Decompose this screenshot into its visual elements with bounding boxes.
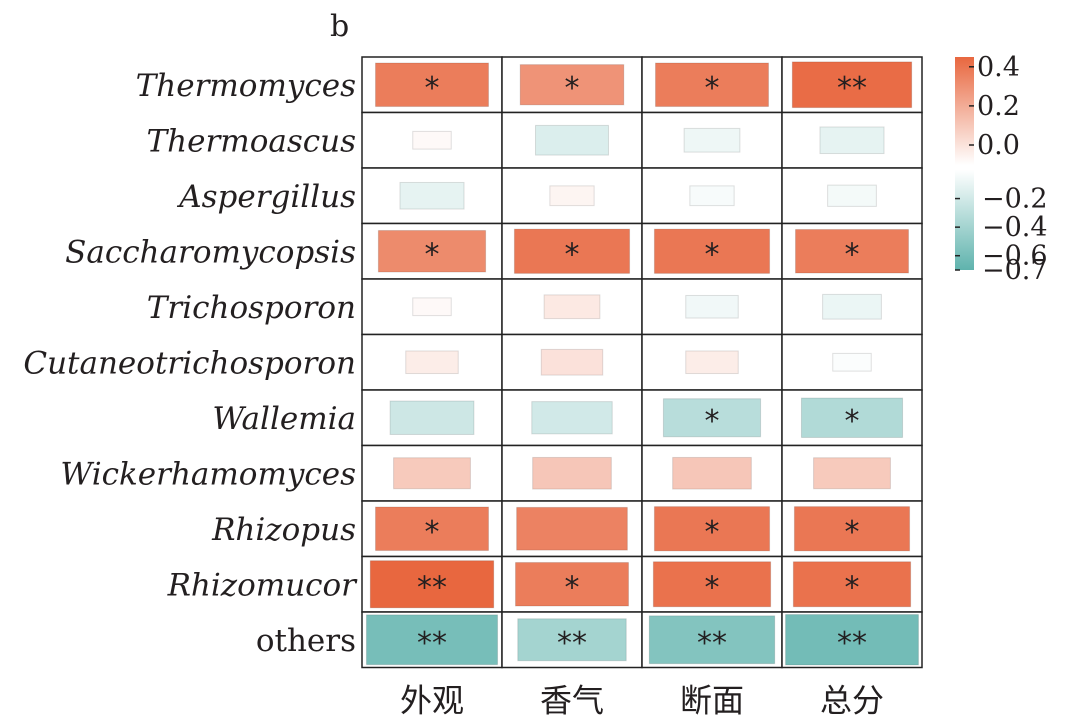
heatmap-mark [513,228,631,274]
heatmap-mark [819,126,885,155]
heatmap-mark [832,352,872,372]
row-label: Thermomyces [136,68,356,104]
heatmap-mark [516,506,628,551]
row-label: Saccharomycopsis [65,234,356,270]
column-label: 香气 [540,682,604,720]
column-labels: 外观 香气 断面 总分 [400,682,884,720]
heatmap-cell [361,444,503,502]
significance-label: ** [417,626,447,661]
heatmap-mark [791,61,913,109]
heatmap-mark [662,398,762,438]
row-label: Thermoascus [147,123,357,159]
heatmap-mark [813,457,891,490]
heatmap-mark [405,350,459,375]
heatmap-mark [685,350,739,375]
heatmap-mark [822,293,882,320]
colorbar-tick-label: 0.2 [977,91,1020,122]
heatmap-mark [535,124,609,156]
significance-label: * [425,71,440,106]
significance-label: ** [697,626,727,661]
colorbar-tick-label: −0.6 [982,241,1048,272]
heatmap-mark [412,130,452,150]
row-labels: Thermomyces Thermoascus Aspergillus Sacchar… [23,68,358,659]
heatmap-mark [399,181,465,210]
heatmap-mark [515,561,629,607]
heatmap-mark [369,560,495,609]
colorbar-tick-label: 0.0 [977,130,1020,161]
colorbar-tick-label: −0.4 [982,212,1048,243]
heatmap-mark [683,127,741,153]
heatmap-mark [412,297,452,317]
column-label: 总分 [820,682,884,720]
row-label: Aspergillus [176,179,356,215]
significance-label: ** [557,626,587,661]
heatmap-mark [655,62,769,108]
significance-label: * [705,71,720,106]
colorbar-negative-bar [955,170,974,270]
heatmap-mark [785,614,919,666]
column-label: 断面 [680,682,744,720]
panel-label: b [330,9,349,44]
heatmap-mark [653,228,771,274]
heatmap-mark [652,561,772,608]
row-label: Rhizomucor [167,567,359,603]
significance-label: * [705,237,720,272]
heatmap-mark [795,228,909,274]
significance-label: * [565,237,580,272]
colorbar-tick-label: −0.2 [982,184,1048,215]
significance-label: * [565,570,580,605]
significance-label: * [425,237,440,272]
heatmap-mark [393,457,471,490]
heatmap-cell [501,167,643,225]
heatmap-mark [365,614,499,666]
significance-label: * [845,515,860,550]
heatmap-mark [375,506,489,552]
row-label: Rhizopus [211,512,356,548]
heatmap-mark [517,618,627,662]
heatmap-mark [549,185,595,207]
heatmap-mark [648,615,776,665]
row-label: others [256,623,356,659]
row-label: Trichosporon [147,290,356,326]
significance-label: * [845,570,860,605]
heatmap-mark [389,400,475,435]
colorbar-tick-label: −0.7 [982,255,1048,286]
heatmap-mark [532,456,612,490]
column-label: 外观 [400,682,464,720]
heatmap-mark [685,294,739,319]
heatmap-mark [653,506,771,552]
row-label: Wallemia [212,401,356,437]
heatmap-mark [689,185,735,207]
heatmap-mark [531,401,613,435]
significance-label: ** [837,626,867,661]
heatmap-mark [540,348,604,376]
heatmap-mark [800,397,904,438]
significance-label: * [705,570,720,605]
significance-label: * [425,515,440,550]
significance-label: ** [417,570,447,605]
colorbar-positive-bar [955,57,974,165]
heatmap-mark [672,456,752,490]
heatmap-mark [793,506,911,552]
heatmap-mark [827,184,877,207]
row-label: Cutaneotrichosporon [23,345,356,381]
heatmap-mark [377,229,487,273]
colorbar-legend: 0.4 0.2 0.0 −0.2−0.4−0.6−0.7 [955,52,1048,286]
significance-label: * [705,404,720,439]
heatmap-mark [792,561,912,608]
heatmap-mark [543,294,601,320]
significance-label: * [705,515,720,550]
heatmap-mark [375,62,489,108]
colorbar-tick-label: 0.4 [977,52,1020,83]
heatmap-mark [519,64,625,106]
significance-label: * [845,237,860,272]
row-label: Wickerhamomyces [60,456,356,492]
significance-label: * [845,404,860,439]
significance-label: ** [837,71,867,106]
heatmap-grid: * * * *** * * ** ** * *** * * *** ** ** ** [361,56,923,669]
significance-label: * [565,71,580,106]
